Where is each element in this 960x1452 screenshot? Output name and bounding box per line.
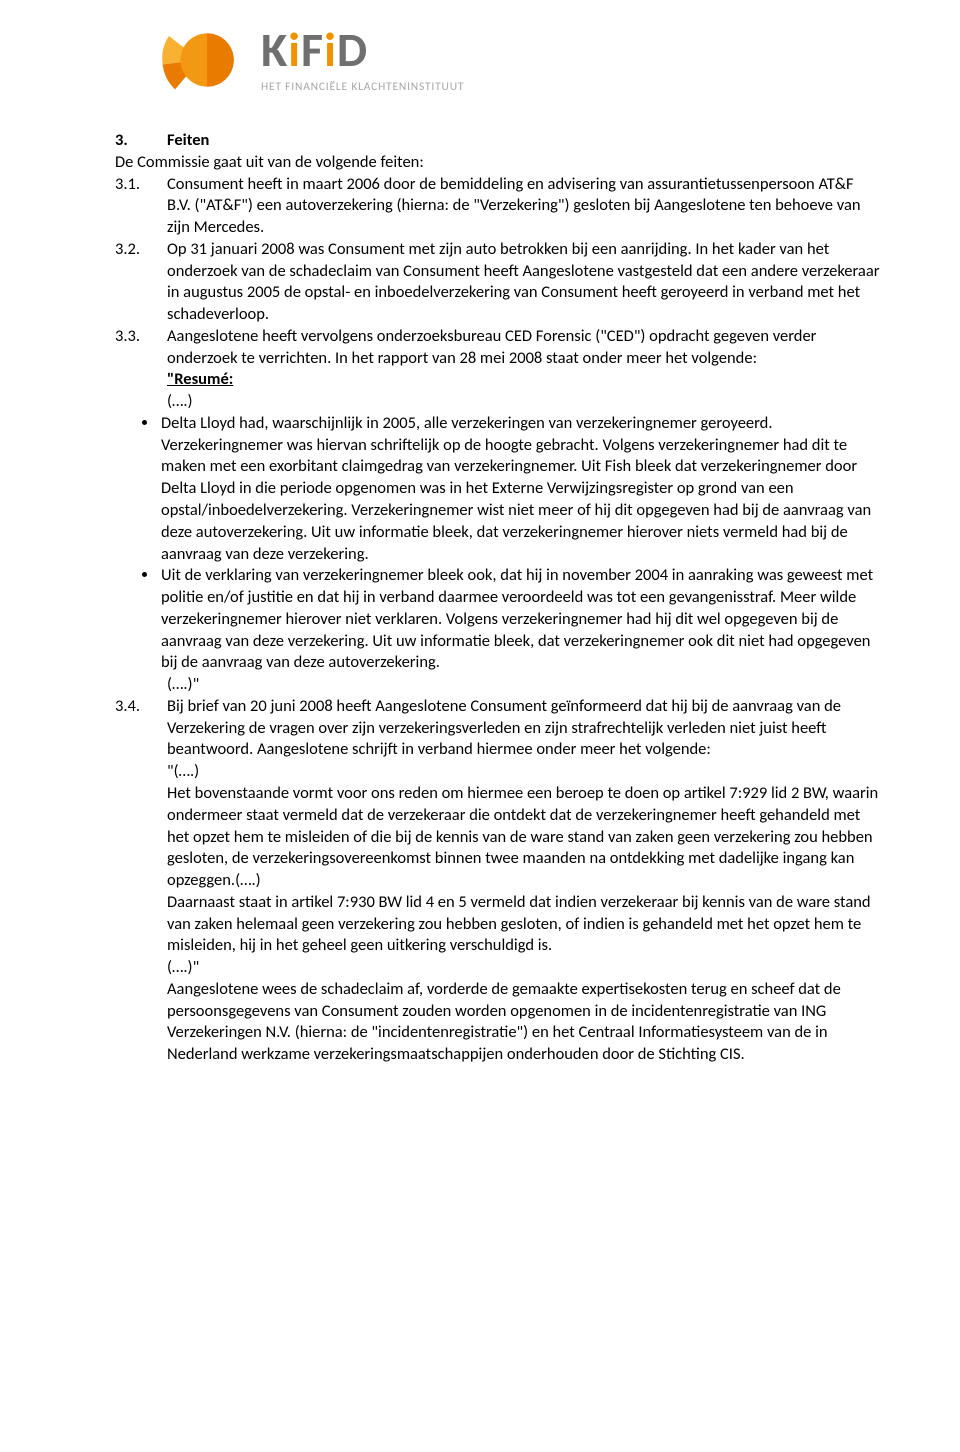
logo-wordmark: KiFiD bbox=[261, 26, 464, 74]
para-body: Consument heeft in maart 2006 door de be… bbox=[167, 174, 880, 239]
para-lead: Aangeslotene heeft vervolgens onderzoeks… bbox=[167, 326, 816, 368]
bullet-item: Delta Lloyd had, waarschijnlijk in 2005,… bbox=[159, 413, 880, 565]
logo-icon bbox=[155, 20, 245, 100]
ellipsis-close: (….)" bbox=[167, 957, 199, 977]
logo-area: KiFiD HET FINANCIËLE KLACHTENINSTITUUT bbox=[155, 20, 880, 100]
document-body: 3. Feiten De Commissie gaat uit van de v… bbox=[115, 130, 880, 1066]
ellipsis-open: "(….) bbox=[167, 761, 199, 781]
ellipsis-open: (….) bbox=[167, 391, 193, 411]
document-page: KiFiD HET FINANCIËLE KLACHTENINSTITUUT 3… bbox=[0, 0, 960, 1106]
paragraph-3-1: 3.1. Consument heeft in maart 2006 door … bbox=[115, 174, 880, 239]
resume-bullets: Delta Lloyd had, waarschijnlijk in 2005,… bbox=[115, 413, 880, 674]
para-number: 3.4. bbox=[115, 696, 149, 1066]
section-title: Feiten bbox=[167, 130, 209, 152]
para-number: 3.2. bbox=[115, 239, 149, 326]
para-tail: Aangeslotene wees de schadeclaim af, vor… bbox=[167, 979, 841, 1064]
section-intro: De Commissie gaat uit van de volgende fe… bbox=[115, 152, 880, 174]
ellipsis-close: (….)" bbox=[167, 674, 880, 696]
resume-label: "Resumé: bbox=[167, 369, 233, 389]
section-heading: 3. Feiten bbox=[115, 130, 880, 152]
logo-text-block: KiFiD HET FINANCIËLE KLACHTENINSTITUUT bbox=[261, 26, 464, 94]
para-body: Bij brief van 20 juni 2008 heeft Aangesl… bbox=[167, 696, 880, 1066]
quote-paragraph-b: Daarnaast staat in artikel 7:930 BW lid … bbox=[167, 892, 871, 956]
para-number: 3.1. bbox=[115, 174, 149, 239]
paragraph-3-4: 3.4. Bij brief van 20 juni 2008 heeft Aa… bbox=[115, 696, 880, 1066]
paragraph-3-3: 3.3. Aangeslotene heeft vervolgens onder… bbox=[115, 326, 880, 413]
bullet-item: Uit de verklaring van verzekeringnemer b… bbox=[159, 565, 880, 674]
para-lead: Bij brief van 20 juni 2008 heeft Aangesl… bbox=[167, 696, 841, 760]
paragraph-3-2: 3.2. Op 31 januari 2008 was Consument me… bbox=[115, 239, 880, 326]
para-body: Aangeslotene heeft vervolgens onderzoeks… bbox=[167, 326, 880, 413]
logo-subtitle: HET FINANCIËLE KLACHTENINSTITUUT bbox=[261, 80, 464, 94]
quote-paragraph-a: Het bovenstaande vormt voor ons reden om… bbox=[167, 783, 878, 890]
para-number: 3.3. bbox=[115, 326, 149, 413]
para-body: Op 31 januari 2008 was Consument met zij… bbox=[167, 239, 880, 326]
section-number: 3. bbox=[115, 130, 139, 152]
